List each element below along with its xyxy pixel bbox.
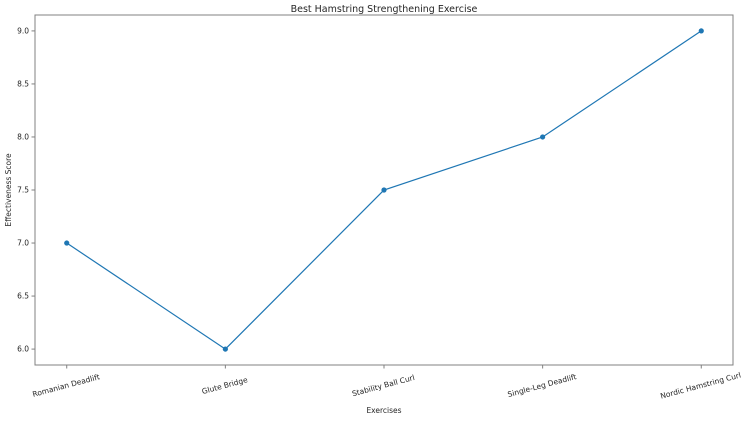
x-tick-label: Single-Leg Deadlift: [507, 372, 578, 399]
y-tick-label: 6.5: [17, 292, 29, 301]
chart-title: Best Hamstring Strengthening Exercise: [291, 4, 478, 15]
x-axis-label: Exercises: [366, 406, 401, 415]
y-tick-label: 9.0: [17, 27, 29, 36]
data-point: [540, 134, 546, 140]
x-tick-label: Romanian Deadlift: [31, 372, 100, 399]
y-axis-label: Effectiveness Score: [4, 153, 13, 227]
y-tick-label: 7.5: [17, 186, 29, 195]
data-point: [64, 240, 70, 246]
data-point: [381, 187, 387, 193]
y-tick-label: 8.5: [17, 80, 29, 89]
y-tick-label: 7.0: [17, 239, 29, 248]
x-tick-label: Glute Bridge: [201, 375, 249, 396]
data-point: [222, 346, 228, 352]
y-tick-label: 6.0: [17, 345, 29, 354]
x-tick-label: Nordic Hamstring Curl: [659, 370, 742, 400]
x-tick-label: Stability Ball Curl: [351, 373, 416, 398]
plot-content: 6.0 6.5 7.0 7.5 8.0 8.5 9.0 Romanian Deadlift Gl…: [17, 27, 742, 401]
y-tick-label: 8.0: [17, 133, 29, 142]
data-point: [698, 28, 704, 34]
